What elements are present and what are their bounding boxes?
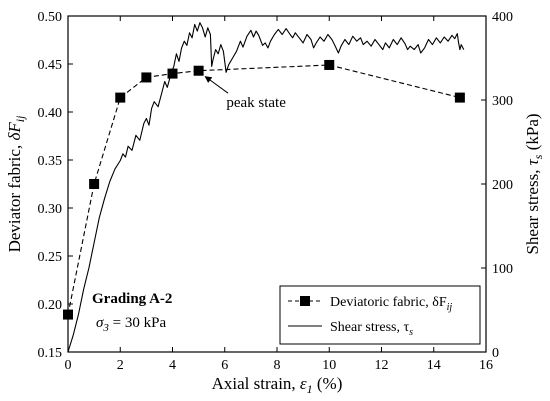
legend-box [279,285,481,345]
deviatoric-fabric-line [67,64,461,315]
legend-fabric-marker [300,296,310,306]
confining-pressure-label: σ3 = 30 kPa [96,315,166,334]
y-right-tick-label: 200 [492,178,513,193]
x-tick-label: 16 [479,358,493,373]
y-left-tick-label: 0.25 [38,250,63,265]
x-tick-label: 14 [427,358,441,373]
x-tick-label: 12 [375,358,389,373]
y-left-tick-label: 0.20 [38,298,63,313]
deviatoric-fabric-point [141,72,152,83]
y-left-tick-label: 0.40 [38,106,63,121]
deviatoric-fabric-point [167,68,178,79]
y-left-tick-label: 0.30 [38,202,63,217]
legend: Deviatoric fabric, δFij Shear stress, τs [279,285,481,345]
peak-state-label: peak state [226,95,286,111]
x-tick-label: 6 [221,358,228,373]
shear-stress-line [67,22,465,353]
y-right-axis-label: Shear stress, τs (kPa) [523,113,545,254]
axes: 0 2 4 6 8 10 12 14 16 0.15 0.20 0.25 0.30 0.35 0.40 0.4… [38,10,514,373]
deviatoric-fabric-point [193,65,204,76]
deviatoric-fabric-point [454,92,465,103]
chart-marks [63,22,465,353]
y-left-tick-label: 0.35 [38,154,63,169]
x-tick-label: 0 [65,358,72,373]
y-right-tick-label: 400 [492,10,513,25]
y-right-tick-label: 300 [492,94,513,109]
y-right-tick-label: 100 [492,262,513,277]
deviatoric-fabric-point [89,179,100,189]
deviatoric-fabric-point [115,92,126,103]
grading-label: Grading A-2 [92,291,172,307]
x-tick-label: 2 [117,358,124,373]
x-tick-label: 4 [169,358,176,373]
x-tick-label: 8 [274,358,281,373]
y-left-tick-label: 0.15 [38,346,63,361]
x-axis-label: Axial strain, ε1 (%) [212,374,343,396]
y-right-tick-label: 0 [492,346,499,361]
legend-shear-label: Shear stress, τs [330,320,413,338]
x-tick-label: 10 [322,358,336,373]
y-left-tick-label: 0.50 [38,10,63,25]
legend-fabric-label: Deviatoric fabric, δFij [330,295,452,313]
y-left-tick-label: 0.45 [38,58,63,73]
y-left-axis-label: Deviator fabric, δFij [5,115,27,253]
peak-state-arrow [204,76,229,94]
deviatoric-fabric-point [324,59,335,70]
